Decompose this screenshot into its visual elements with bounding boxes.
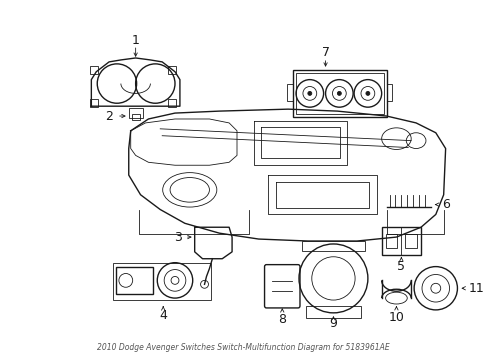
Text: 2: 2 [105,109,113,122]
Text: 11: 11 [468,282,483,295]
Text: 10: 10 [387,311,404,324]
Text: 5: 5 [397,260,405,273]
Bar [292,70,386,117]
Circle shape [337,91,341,95]
Bar [305,306,360,318]
Bar [168,66,176,74]
Text: 9: 9 [329,317,337,330]
Circle shape [307,91,311,95]
Bar [116,267,153,294]
Bar [168,99,176,107]
Text: 2010 Dodge Avenger Switches Switch-Multifunction Diagram for 5183961AE: 2010 Dodge Avenger Switches Switch-Multi… [96,343,388,352]
Bar [128,108,142,118]
Text: 4: 4 [159,309,167,322]
Bar [301,241,364,251]
Circle shape [365,91,369,95]
Text: 7: 7 [321,46,329,59]
Bar [295,73,383,114]
Bar [381,227,420,255]
Bar [131,114,139,120]
Text: 6: 6 [441,198,448,211]
Bar [90,99,98,107]
Bar [286,84,292,101]
Text: 3: 3 [174,230,182,244]
Bar [90,66,98,74]
Bar [405,234,416,248]
Text: 1: 1 [131,34,139,47]
Bar [113,263,211,300]
Text: 8: 8 [278,313,285,326]
Bar [386,84,392,101]
Bar [385,234,397,248]
